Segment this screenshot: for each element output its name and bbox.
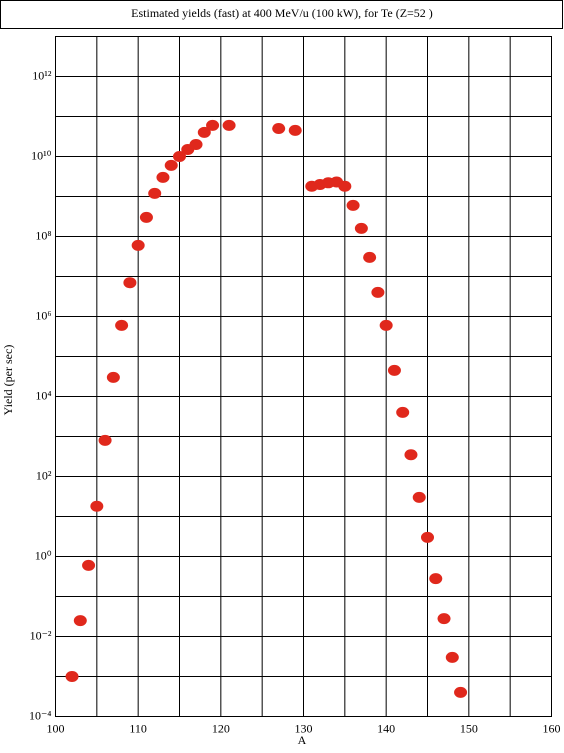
y-tick-label: 10⁰ [35, 548, 52, 562]
data-point [90, 500, 104, 512]
data-point [222, 119, 236, 131]
data-point [65, 671, 79, 682]
data-point [156, 171, 170, 183]
data-point [346, 199, 360, 211]
data-point [206, 119, 220, 131]
y-tick-label: 10⁻⁴ [29, 708, 52, 722]
data-point [173, 151, 186, 162]
data-point [272, 123, 286, 135]
data-point [454, 686, 468, 698]
data-point [354, 222, 368, 234]
y-tick-label: 10¹² [32, 68, 52, 82]
title-box [0, 0, 563, 29]
x-tick-label: 120 [212, 721, 230, 735]
data-point [412, 491, 426, 503]
data-point [139, 211, 153, 223]
data-point [379, 319, 393, 331]
data-point [82, 559, 96, 571]
x-tick-label: 110 [129, 721, 147, 735]
x-tick-label: 140 [377, 721, 395, 735]
y-tick-label: 10¹⁰ [31, 148, 52, 162]
data-point [363, 251, 377, 263]
x-axis-label: A [298, 733, 307, 747]
x-tick-label: 160 [543, 721, 561, 735]
y-axis-label: Yield (per sec) [1, 345, 15, 416]
data-point [73, 615, 87, 627]
data-point [437, 613, 451, 625]
chart-title: Estimated yields (fast) at 400 MeV/u (10… [131, 6, 433, 20]
x-tick-label: 150 [460, 721, 478, 735]
data-point [387, 364, 401, 376]
data-point [371, 286, 385, 298]
x-tick-label: 100 [47, 721, 65, 735]
data-point [421, 531, 434, 543]
x-tick-label: 130 [295, 721, 313, 735]
data-point [197, 126, 211, 138]
y-tick-label: 10⁸ [35, 228, 51, 242]
data-point [106, 371, 120, 383]
data-point [164, 159, 178, 171]
data-point [123, 277, 137, 289]
data-point [338, 180, 352, 192]
y-tick-label: 10² [36, 468, 52, 482]
data-point [396, 406, 410, 418]
data-point [148, 187, 162, 199]
data-point [189, 138, 203, 150]
data-point [98, 434, 112, 446]
data-point [429, 573, 443, 585]
y-tick-label: 10⁴ [35, 388, 51, 402]
data-point [288, 124, 302, 136]
data-point [131, 239, 145, 251]
data-point [404, 449, 418, 461]
y-tick-label: 10⁻² [30, 628, 52, 642]
data-point [445, 651, 459, 663]
data-point [115, 319, 129, 331]
y-tick-label: 10⁶ [35, 308, 51, 322]
